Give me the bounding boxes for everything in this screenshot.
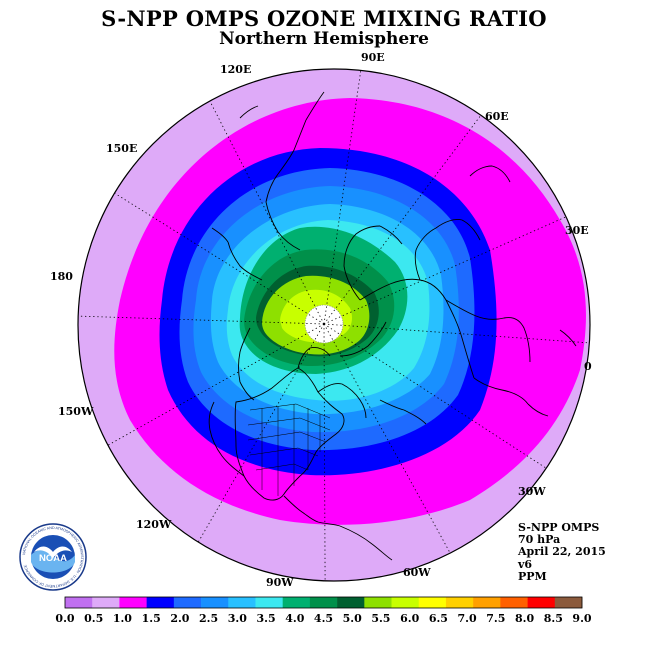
- colorbar-label-0: 0.0: [55, 612, 74, 625]
- colorbar: 0.0 0.5 1.0 1.5 2.0 2.5 3.0 3.5 4.0 4.5 5.0 5.5 6.0 6…: [55, 596, 592, 625]
- meridian-line-1: [323, 115, 482, 325]
- colorbar-swatch-16: [500, 597, 528, 608]
- longitude-labels: 90E 60E 30E 0 30W 60W 90W 120W 150W 180 …: [50, 51, 592, 589]
- map-boundary-circle: [77, 68, 591, 582]
- colorbar-frame: [64, 596, 583, 609]
- lon-label-30e: 30E: [565, 224, 589, 237]
- graticule: [78, 70, 590, 581]
- colorbar-swatch-9: [309, 597, 338, 608]
- colorbar-swatch-18: [554, 597, 583, 608]
- logo-bird: [34, 546, 72, 558]
- colorbar-swatch-17: [527, 597, 556, 608]
- meridian-line-11: [209, 100, 325, 325]
- colorbar-label-15: 7.5: [486, 612, 505, 625]
- info-level: 70 hPa: [518, 533, 561, 547]
- polar-no-data-edge: [304, 304, 344, 344]
- colorbar-swatch-2: [119, 597, 147, 608]
- colorbar-label-13: 6.5: [429, 612, 448, 625]
- map-title: S-NPP OMPS OZONE MIXING RATIO: [101, 6, 547, 31]
- meridian-line-5: [323, 323, 451, 554]
- colorbar-label-10: 5.0: [343, 612, 362, 625]
- meridian-line-10: [114, 192, 325, 325]
- colorbar-swatch-13: [418, 597, 447, 608]
- lon-label-60e: 60E: [485, 110, 509, 123]
- logo-wave: [31, 550, 75, 573]
- colorbar-label-12: 6.0: [400, 612, 419, 625]
- meridian-line-2: [323, 216, 567, 325]
- info-block: S-NPP OMPS 70 hPa April 22, 2015 v6 PPM: [518, 521, 606, 583]
- lon-label-60w: 60W: [403, 566, 431, 579]
- colorbar-swatch-0: [65, 597, 93, 608]
- info-instrument: S-NPP OMPS: [518, 521, 600, 534]
- lon-label-0: 0: [584, 360, 592, 373]
- lon-label-90w: 90W: [266, 576, 294, 589]
- colorbar-label-1: 0.5: [84, 612, 103, 625]
- coastlines: [208, 91, 577, 561]
- lon-label-150w: 150W: [58, 405, 94, 418]
- colorbar-label-8: 4.0: [285, 612, 304, 625]
- logo-text: NOAA: [39, 553, 67, 564]
- colorbar-label-14: 7.0: [458, 612, 477, 625]
- colorbar-swatch-4: [173, 597, 202, 608]
- ozone-field: [78, 69, 590, 581]
- colorbar-label-16: 8.0: [515, 612, 534, 625]
- colorbar-label-18: 9.0: [572, 612, 591, 625]
- colorbar-label-6: 3.0: [228, 612, 247, 625]
- meridian-line-6: [323, 323, 326, 581]
- meridian-line-7: [197, 323, 325, 543]
- colorbar-swatch-7: [255, 597, 283, 608]
- colorbar-label-11: 5.5: [371, 612, 390, 625]
- info-units: PPM: [518, 569, 547, 583]
- noaa-logo: NOAA NATIONAL OCEANIC AND ATMOSPHERIC AD…: [19, 523, 87, 591]
- map-subtitle: Northern Hemisphere: [219, 29, 429, 49]
- colorbar-swatch-10: [337, 597, 365, 608]
- colorbar-label-7: 3.5: [257, 612, 276, 625]
- colorbar-label-9: 4.5: [314, 612, 333, 625]
- colorbar-label-2: 1.0: [113, 612, 132, 625]
- colorbar-swatch-5: [201, 597, 229, 608]
- meridian-line-3: [323, 323, 590, 344]
- us-state-boundaries: [247, 403, 331, 496]
- colorbar-swatch-1: [92, 597, 120, 608]
- colorbar-label-5: 2.5: [199, 612, 218, 625]
- meridian-line-0: [323, 70, 362, 325]
- lon-label-30w: 30W: [518, 485, 546, 498]
- colorbar-swatch-11: [364, 597, 392, 608]
- colorbar-swatch-15: [473, 597, 501, 608]
- colorbar-label-17: 8.5: [544, 612, 563, 625]
- lon-label-120e: 120E: [220, 63, 251, 76]
- lon-label-180: 180: [50, 270, 73, 283]
- meridian-line-4: [323, 323, 547, 469]
- colorbar-swatch-8: [282, 597, 311, 608]
- colorbar-label-3: 1.5: [142, 612, 161, 625]
- colorbar-swatch-12: [391, 597, 420, 608]
- colorbar-swatch-6: [228, 597, 256, 608]
- lon-label-120w: 120W: [136, 518, 172, 531]
- info-version: v6: [518, 557, 533, 571]
- colorbar-swatch-3: [146, 597, 175, 608]
- meridian-line-8: [107, 323, 325, 446]
- lon-label-150e: 150E: [106, 142, 137, 155]
- colorbar-swatch-14: [445, 597, 474, 608]
- lon-label-90e: 90E: [361, 51, 385, 64]
- info-date: April 22, 2015: [518, 545, 606, 559]
- colorbar-label-4: 2.0: [170, 612, 189, 625]
